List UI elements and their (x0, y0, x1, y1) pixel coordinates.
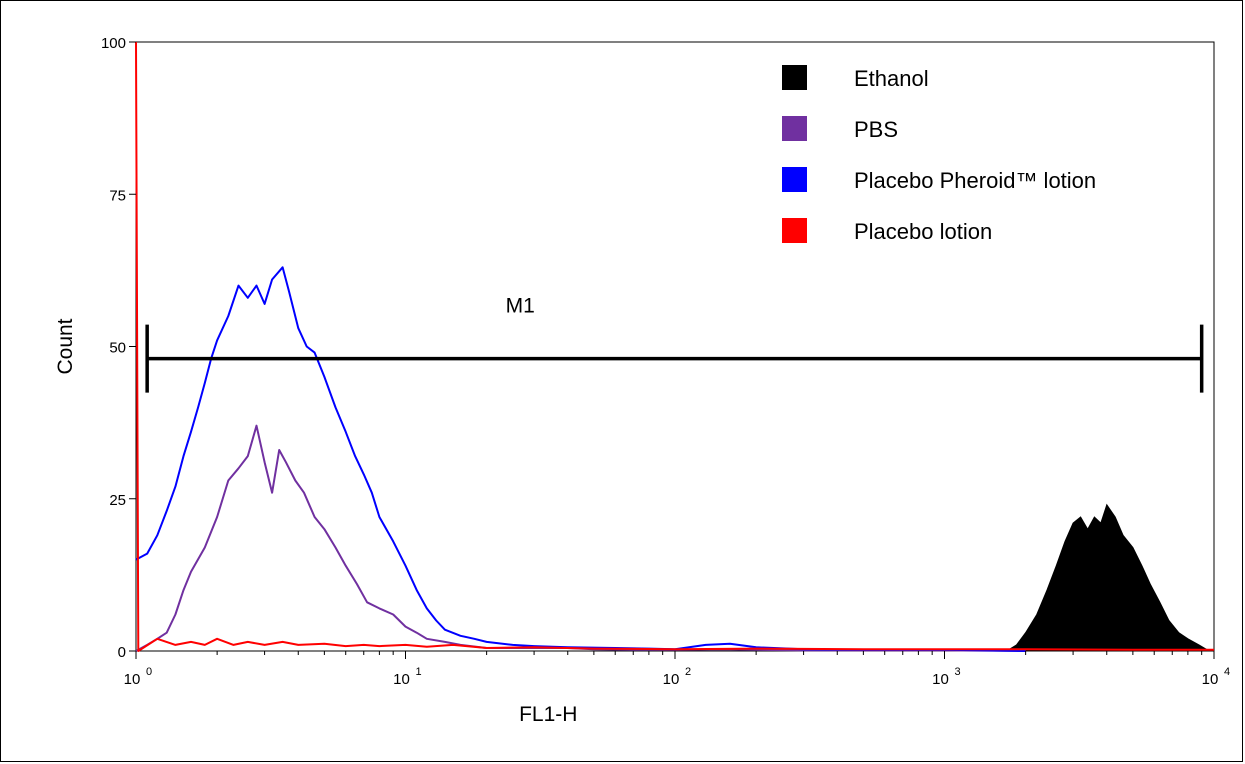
legend-label-placebo-pheroid-lotion: Placebo Pheroid™ lotion (854, 168, 1096, 193)
legend-label-pbs: PBS (854, 117, 898, 142)
y-tick-label: 75 (109, 187, 126, 204)
x-tick-exponent: 4 (1224, 666, 1230, 678)
legend-label-ethanol: Ethanol (854, 66, 929, 91)
x-tick-exponent: 1 (416, 666, 422, 678)
legend-swatch-placebo-lotion (782, 218, 807, 243)
x-tick-exponent: 0 (146, 666, 152, 678)
legend-swatch-ethanol (782, 65, 807, 90)
series-ethanol (1004, 503, 1212, 652)
marker-label: M1 (506, 295, 535, 318)
y-tick-label: 0 (118, 644, 126, 661)
x-axis-label: FL1-H (519, 703, 577, 726)
marker-m1: M1 (145, 295, 1204, 393)
x-tick-label: 10 (663, 671, 680, 688)
series-pbs (135, 424, 1026, 652)
x-tick-exponent: 3 (955, 666, 961, 678)
x-tick-label: 10 (1202, 671, 1219, 688)
x-tick-label: 10 (932, 671, 949, 688)
x-tick-label: 10 (124, 671, 141, 688)
series-placebo-lotion (135, 41, 1214, 652)
y-tick-label: 25 (109, 492, 126, 509)
y-axis: 0 25 50 75 100 (101, 35, 136, 661)
x-axis: 10 0 10 1 10 2 10 3 10 4 (124, 651, 1230, 688)
legend: Ethanol PBS Placebo Pheroid™ lotion Placebo… (782, 65, 1096, 244)
plot-area (135, 41, 1215, 652)
legend-swatch-pbs (782, 116, 807, 141)
legend-label-placebo-lotion: Placebo lotion (854, 219, 992, 244)
series-layer (135, 41, 1214, 652)
legend-swatch-placebo-pheroid-lotion (782, 167, 807, 192)
series-placebo-pheroid-lotion (135, 266, 1026, 652)
x-tick-label: 10 (393, 671, 410, 688)
y-axis-label: Count (54, 318, 77, 374)
x-tick-exponent: 2 (685, 666, 691, 678)
y-tick-label: 100 (101, 35, 126, 52)
y-tick-label: 50 (109, 340, 126, 357)
